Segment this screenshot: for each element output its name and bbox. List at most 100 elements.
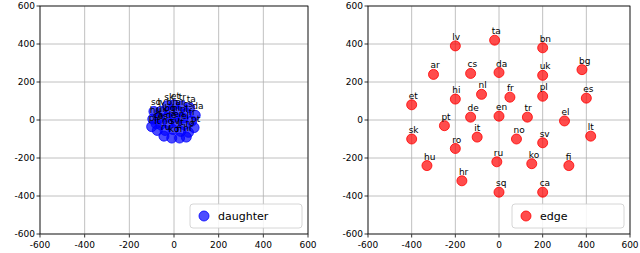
tick [368,234,369,238]
point-label: lt [588,122,595,132]
point-label: el [562,107,570,117]
point-label: nl [479,80,487,90]
tick-label: -200 [445,240,466,250]
point [538,91,548,101]
point [450,144,460,154]
tick-label: -200 [15,153,36,163]
point [538,138,548,148]
tick [37,120,41,121]
point [538,70,548,80]
point-label: en [496,102,507,112]
plot-frame [368,6,630,234]
point [538,43,548,53]
point-label: ru [494,148,503,158]
point [586,131,596,141]
tick [218,234,219,238]
legend-marker [521,211,531,221]
point-label: ta [492,26,501,36]
tick [37,196,41,197]
point [494,111,504,121]
point-label: de [468,103,480,113]
tick [84,234,85,238]
point [494,187,504,197]
point [457,176,467,186]
tick [542,234,543,238]
tick-label: -400 [74,240,95,250]
tick [455,234,456,238]
point [560,116,570,126]
tick-label: 200 [534,240,551,250]
tick [37,158,41,159]
tick [630,234,631,238]
plot-area [368,6,630,234]
tick [365,196,369,197]
point-label: ko [529,150,540,160]
point-label: hr [183,123,193,133]
point [477,89,487,99]
tick-label: -400 [343,191,364,201]
point-label: ca [540,178,550,188]
grid-line [40,158,308,159]
tick [365,234,369,235]
grid-line [40,44,308,45]
legend-marker [199,211,209,221]
tick-label: -600 [358,240,379,250]
point-label: hi [452,85,460,95]
tick [37,82,41,83]
tick [365,120,369,121]
tick [411,234,412,238]
tick [129,234,130,238]
point [472,132,482,142]
point-label: fi [566,152,572,162]
marks [407,35,596,197]
marks [147,100,201,143]
point-label: cs [468,59,478,69]
tick-label: 400 [255,240,272,250]
tick [499,234,500,238]
tick-label: -600 [15,229,36,239]
legend: edge [512,204,624,228]
plot-area [40,6,308,234]
point [181,132,191,142]
point-label: bg [579,56,590,66]
point [538,187,548,197]
point-label: bn [540,34,551,44]
grid-line [40,196,308,197]
point-label: tr [524,103,532,113]
point-label: fi [177,124,183,134]
tick-label: 600 [299,240,316,250]
point-label: it [474,123,481,133]
tick-label: 600 [18,1,35,11]
point [492,157,502,167]
tick-label: 600 [346,1,363,11]
point [522,112,532,122]
point [407,134,417,144]
point-label: no [513,125,525,135]
legend: daughter [190,204,302,228]
point [494,68,504,78]
tick-label: -400 [401,240,422,250]
point [490,35,500,45]
point [422,161,432,171]
point-label: sk [409,125,420,135]
tick [263,234,264,238]
point [466,112,476,122]
point-label: pl [540,82,548,92]
tick-label: 400 [346,39,363,49]
point-label: uk [540,61,552,71]
point-label: ca [153,110,163,120]
tick [308,234,309,238]
point-label: fr [507,83,514,93]
tick [37,6,41,7]
point-label: es [583,84,594,94]
tick-label: 400 [578,240,595,250]
point [581,93,591,103]
panel: -600-400-2000200400600-600-400-200020040… [15,1,317,250]
tick [37,44,41,45]
point [511,134,521,144]
tick [365,82,369,83]
tick-label: -600 [343,229,364,239]
point [577,65,587,75]
legend-box [512,204,624,228]
point-labels: lvtabnarcsdaukbghinlfrplesetdeenelptitno… [409,26,595,188]
